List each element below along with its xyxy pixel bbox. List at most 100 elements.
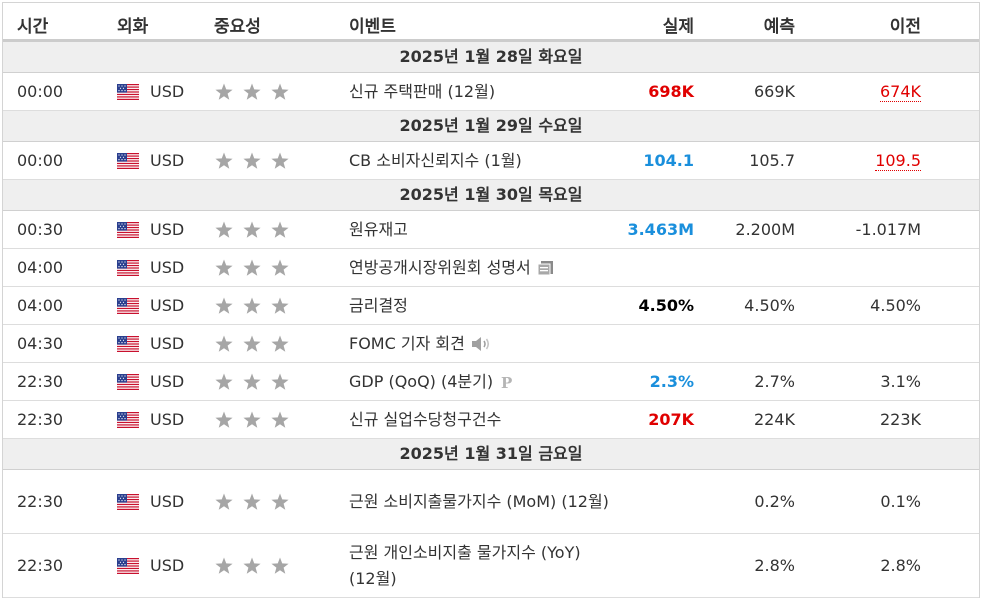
event-cell[interactable]: 근원 소비지출물가지수 (MoM) (12월) (349, 489, 609, 515)
event-name-link[interactable]: 신규 주택판매 (12월) (349, 81, 496, 101)
event-time: 22:30 (17, 371, 64, 391)
currency-code: USD (150, 81, 185, 101)
table-row[interactable]: 04:30 USD FOMC 기자 회견 (3, 325, 979, 363)
actual-value: 4.50% (638, 295, 694, 315)
col-forecast-header[interactable]: 예측 (763, 17, 795, 37)
table-row[interactable]: 04:00 USD 금리결정 4.50% 4.50% 4.50% (3, 287, 979, 325)
star-icon (243, 297, 261, 314)
document-icon (537, 261, 553, 276)
star-icon (215, 152, 233, 169)
col-previous-header[interactable]: 이전 (889, 17, 921, 37)
event-cell[interactable]: 원유재고 (349, 220, 408, 240)
event-cell[interactable]: 신규 주택판매 (12월) (349, 82, 495, 102)
col-time-header[interactable]: 시간 (17, 17, 49, 37)
event-name-link[interactable]: CB 소비자신뢰지수 (1월) (349, 150, 522, 170)
svg-text:P: P (501, 374, 512, 390)
col-event-header[interactable]: 이벤트 (349, 17, 396, 37)
event-time: 04:30 (17, 333, 64, 353)
event-name-link[interactable]: 금리결정 (349, 295, 408, 315)
forecast-value: 224K (753, 409, 795, 429)
previous-value: 4.50% (870, 296, 921, 316)
preliminary-icon: P (501, 374, 512, 390)
previous-value-text: -1.017M (855, 219, 921, 239)
previous-value-text: 0.1% (880, 491, 921, 511)
us-flag-icon (117, 373, 139, 390)
event-cell[interactable]: 근원 개인소비지출 물가지수 (YoY) (12월) (349, 540, 609, 592)
table-row[interactable]: 00:00 USD 신규 주택판매 (12월) 698K 669K 674K (3, 73, 979, 111)
date-header: 2025년 1월 29일 수요일 (3, 111, 979, 142)
star-icon (271, 221, 289, 238)
actual-value: 104.1 (643, 150, 694, 170)
importance-stars (215, 259, 289, 276)
table-row[interactable]: 22:30 USD 근원 소비지출물가지수 (MoM) (12월) 0.2% 0.1% (3, 470, 979, 534)
star-icon (271, 411, 289, 428)
currency-code: USD (150, 555, 185, 575)
forecast-value: 2.8% (754, 555, 795, 575)
currency-code: USD (150, 371, 185, 391)
table-row[interactable]: 22:30 USD GDP (QoQ) (4분기) P 2.3% 2.7% 3.1% (3, 363, 979, 401)
event-cell[interactable]: FOMC 기자 회견 (349, 334, 491, 354)
table-row[interactable]: 00:30 USD 원유재고 3.463M 2.200M -1.017M (3, 211, 979, 249)
previous-value: 3.1% (880, 372, 921, 392)
event-name-link[interactable]: 신규 실업수당청구건수 (349, 409, 502, 429)
forecast-value: 669K (753, 81, 795, 101)
star-icon (271, 83, 289, 100)
event-cell[interactable]: CB 소비자신뢰지수 (1월) (349, 151, 522, 171)
previous-value-text[interactable]: 674K (879, 81, 921, 102)
importance-stars (215, 557, 289, 574)
us-flag-icon (117, 83, 139, 100)
previous-value: 223K (880, 410, 921, 430)
event-cell[interactable]: GDP (QoQ) (4분기) P (349, 372, 513, 392)
event-name-link[interactable]: 근원 소비지출물가지수 (MoM) (12월) (349, 491, 609, 511)
col-importance-header[interactable]: 중요성 (214, 17, 261, 37)
star-icon (215, 297, 233, 314)
previous-value-text: 3.1% (880, 371, 921, 391)
table-row[interactable]: 22:30 USD 신규 실업수당청구건수 207K 224K 223K (3, 401, 979, 439)
us-flag-icon (117, 259, 139, 276)
us-flag-icon (117, 152, 139, 169)
previous-value[interactable]: 109.5 (875, 150, 921, 171)
importance-stars (215, 221, 289, 238)
event-name-link[interactable]: GDP (QoQ) (4분기) (349, 371, 494, 391)
importance-stars (215, 297, 289, 314)
event-cell[interactable]: 신규 실업수당청구건수 (349, 410, 501, 430)
us-flag-icon (117, 557, 139, 574)
actual-value: 207K (648, 409, 694, 429)
table-row[interactable]: 22:30 USD 근원 개인소비지출 물가지수 (YoY) (12월) 2.8% 2.… (3, 534, 979, 598)
previous-value-text[interactable]: 109.5 (875, 150, 921, 171)
event-name-link[interactable]: 원유재고 (349, 219, 408, 239)
table-row[interactable]: 04:00 USD 연방공개시장위원회 성명서 (3, 249, 979, 287)
importance-stars (215, 83, 289, 100)
forecast-value: 0.2% (754, 491, 795, 511)
currency-code: USD (150, 150, 185, 170)
us-flag-icon (117, 493, 139, 510)
event-cell[interactable]: 금리결정 (349, 296, 408, 316)
table-header: 시간 외화 중요성 이벤트 실제 예측 이전 (3, 3, 979, 42)
table-row[interactable]: 00:00 USD CB 소비자신뢰지수 (1월) 104.1 105.7 109.5 (3, 142, 979, 180)
col-currency-header[interactable]: 외화 (117, 17, 149, 37)
event-time: 00:00 (17, 81, 64, 101)
star-icon (243, 373, 261, 390)
us-flag-icon (117, 335, 139, 352)
star-icon (271, 373, 289, 390)
star-icon (271, 557, 289, 574)
star-icon (243, 493, 261, 510)
event-cell[interactable]: 연방공개시장위원회 성명서 (349, 258, 555, 278)
us-flag-icon (117, 297, 139, 314)
currency-code: USD (150, 257, 185, 277)
actual-value: 2.3% (649, 371, 694, 391)
event-time: 00:30 (17, 219, 64, 239)
event-name-link[interactable]: FOMC 기자 회견 (349, 333, 465, 353)
importance-stars (215, 335, 289, 352)
col-actual-header[interactable]: 실제 (662, 17, 694, 37)
event-time: 00:00 (17, 150, 64, 170)
event-time: 04:00 (17, 295, 64, 315)
previous-value-text: 4.50% (870, 295, 921, 315)
star-icon (215, 259, 233, 276)
speaker-icon (471, 337, 489, 351)
event-time: 22:30 (17, 409, 64, 429)
event-name-link[interactable]: 근원 개인소비지출 물가지수 (YoY) (12월) (349, 542, 581, 588)
event-time: 22:30 (17, 555, 64, 575)
event-name-link[interactable]: 연방공개시장위원회 성명서 (349, 257, 531, 277)
previous-value[interactable]: 674K (879, 81, 921, 102)
